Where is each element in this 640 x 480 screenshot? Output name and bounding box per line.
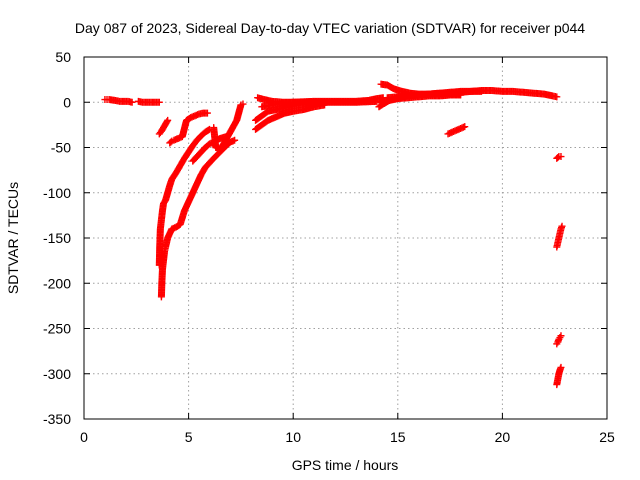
series-scattered-F [210, 100, 247, 153]
x-tick-labels: 0 5 10 15 20 25 [80, 429, 615, 445]
y-axis-label: SDTVAR / TECUs [5, 182, 21, 294]
series-flat-early-1 [101, 96, 136, 106]
data-markers [101, 80, 566, 389]
series-segment-Q [553, 222, 566, 251]
plot-frame [83, 56, 608, 420]
data-point [203, 109, 211, 117]
y-tick-label: -150 [43, 230, 71, 246]
data-point [558, 222, 566, 230]
x-tick-label: 15 [390, 429, 406, 445]
data-point [557, 153, 565, 161]
series-segment-O [444, 123, 469, 138]
data-point [557, 363, 565, 371]
data-point [164, 116, 172, 124]
data-point [155, 98, 163, 106]
series-segment-P [553, 153, 565, 162]
y-tick-label: -200 [43, 275, 71, 291]
x-tick-label: 10 [285, 429, 301, 445]
data-point [239, 100, 247, 108]
x-tick-label: 0 [80, 429, 88, 445]
data-point [457, 91, 465, 99]
y-tick-label: -250 [43, 321, 71, 337]
data-point [553, 93, 561, 101]
series-deep-arc-B [155, 125, 214, 269]
series-segment-R [553, 332, 565, 348]
y-tick-label: -100 [43, 185, 71, 201]
series-short-arc-D [166, 109, 211, 147]
gridlines [84, 57, 607, 419]
x-tick-label: 25 [599, 429, 615, 445]
y-tick-label: -350 [43, 411, 71, 427]
y-tick-labels: 50 0 -50 -100 -150 -200 -250 -300 -350 [43, 49, 71, 427]
data-point [231, 136, 239, 144]
y-tick-label: 50 [55, 49, 71, 65]
data-point [554, 153, 562, 161]
series-short-arc-C [155, 116, 172, 138]
y-tick-label: -300 [43, 366, 71, 382]
chart-title: Day 087 of 2023, Sidereal Day-to-day VTE… [75, 20, 585, 36]
series-deep-arc-A [157, 136, 239, 301]
data-point [128, 98, 136, 106]
series-hump-N [377, 91, 465, 106]
series-flat-early-2 [134, 97, 163, 106]
series-segment-S [553, 363, 565, 389]
y-tick-label: 0 [63, 94, 71, 110]
x-tick-label: 5 [185, 429, 193, 445]
data-point [557, 332, 565, 340]
data-point [461, 123, 469, 131]
series-arc-J [258, 97, 381, 111]
y-tick-label: -50 [51, 140, 71, 156]
x-axis-label: GPS time / hours [292, 457, 399, 473]
x-tick-label: 20 [495, 429, 511, 445]
